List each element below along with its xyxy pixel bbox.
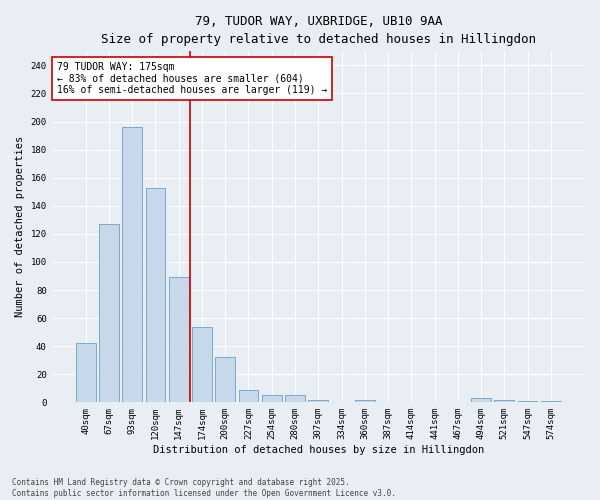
Bar bbox=[146, 188, 166, 402]
Bar bbox=[355, 400, 374, 402]
Bar bbox=[471, 398, 491, 402]
Bar bbox=[215, 358, 235, 403]
Bar bbox=[541, 401, 561, 402]
Bar bbox=[494, 400, 514, 402]
Bar bbox=[192, 326, 212, 402]
Bar bbox=[76, 344, 95, 402]
Bar bbox=[169, 278, 188, 402]
Bar bbox=[518, 401, 538, 402]
Bar bbox=[285, 396, 305, 402]
Title: 79, TUDOR WAY, UXBRIDGE, UB10 9AA
Size of property relative to detached houses i: 79, TUDOR WAY, UXBRIDGE, UB10 9AA Size o… bbox=[101, 15, 536, 46]
Bar bbox=[308, 400, 328, 402]
Text: Contains HM Land Registry data © Crown copyright and database right 2025.
Contai: Contains HM Land Registry data © Crown c… bbox=[12, 478, 396, 498]
Text: 79 TUDOR WAY: 175sqm
← 83% of detached houses are smaller (604)
16% of semi-deta: 79 TUDOR WAY: 175sqm ← 83% of detached h… bbox=[57, 62, 327, 95]
Bar bbox=[239, 390, 259, 402]
X-axis label: Distribution of detached houses by size in Hillingdon: Distribution of detached houses by size … bbox=[152, 445, 484, 455]
Bar bbox=[99, 224, 119, 402]
Y-axis label: Number of detached properties: Number of detached properties bbox=[15, 136, 25, 318]
Bar bbox=[122, 127, 142, 402]
Bar bbox=[262, 396, 281, 402]
